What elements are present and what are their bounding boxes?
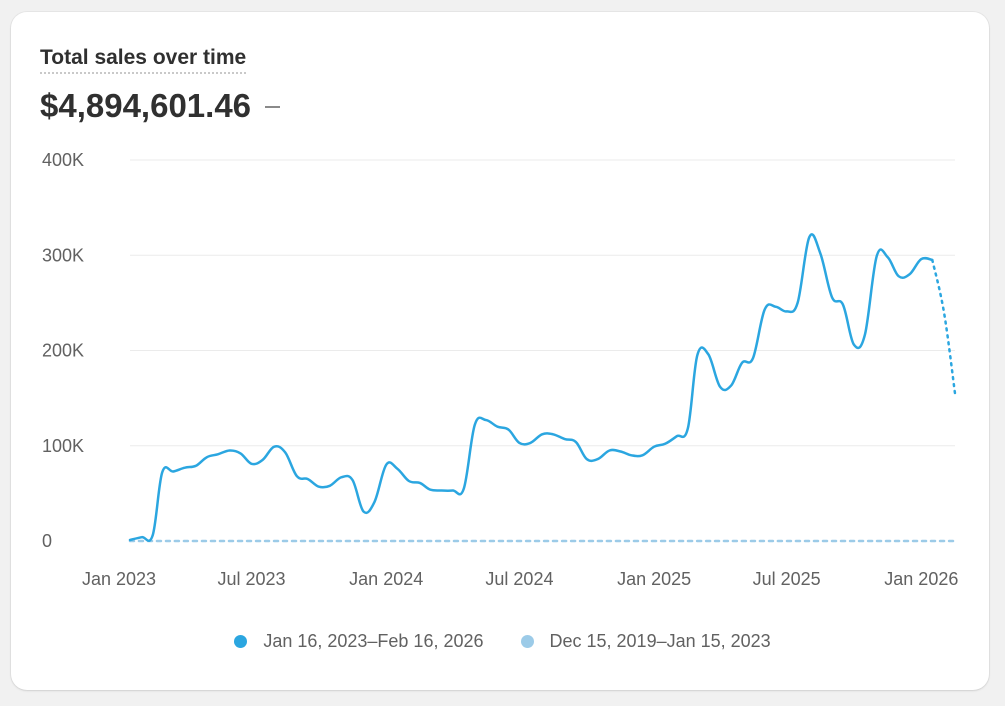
x-tick-label: Jul 2025 bbox=[753, 569, 821, 589]
y-tick-label: 200K bbox=[42, 341, 84, 361]
series-line-current[interactable] bbox=[128, 233, 934, 543]
series-line-current-incomplete[interactable] bbox=[931, 258, 957, 395]
legend-label-current: Jan 16, 2023–Feb 16, 2026 bbox=[263, 631, 484, 651]
x-tick-label: Jan 2025 bbox=[617, 569, 691, 589]
total-sales-value: $4,894,601.46 bbox=[40, 86, 281, 126]
change-indicator-dash bbox=[265, 106, 281, 108]
y-tick-label: 300K bbox=[42, 245, 84, 265]
legend-label-previous: Dec 15, 2019–Jan 15, 2023 bbox=[549, 631, 771, 651]
chart-series bbox=[128, 233, 957, 543]
legend-dot-current bbox=[234, 635, 248, 648]
y-axis-ticks: 0 100K 200K 300K 400K bbox=[42, 150, 84, 551]
x-tick-label: Jan 2026 bbox=[884, 569, 958, 589]
y-tick-label: 100K bbox=[42, 436, 84, 456]
chart-legend: Jan 16, 2023–Feb 16, 2026 Dec 15, 2019–J… bbox=[0, 631, 1005, 652]
y-tick-label: 400K bbox=[42, 150, 84, 170]
y-tick-label: 0 bbox=[42, 531, 52, 551]
card-title[interactable]: Total sales over time bbox=[40, 45, 247, 74]
x-tick-label: Jul 2024 bbox=[485, 569, 553, 589]
x-axis-ticks: Jan 2023 Jul 2023 Jan 2024 Jul 2024 Jan 2025… bbox=[82, 569, 958, 589]
legend-item-current[interactable]: Jan 16, 2023–Feb 16, 2026 bbox=[234, 631, 484, 652]
chart-gridlines bbox=[130, 159, 955, 447]
total-sales-amount: $4,894,601.46 bbox=[40, 87, 252, 124]
legend-dot-previous bbox=[520, 635, 534, 648]
x-tick-label: Jan 2023 bbox=[82, 569, 156, 589]
x-tick-label: Jul 2023 bbox=[217, 569, 285, 589]
x-tick-label: Jan 2024 bbox=[349, 569, 423, 589]
legend-item-previous[interactable]: Dec 15, 2019–Jan 15, 2023 bbox=[520, 631, 771, 652]
